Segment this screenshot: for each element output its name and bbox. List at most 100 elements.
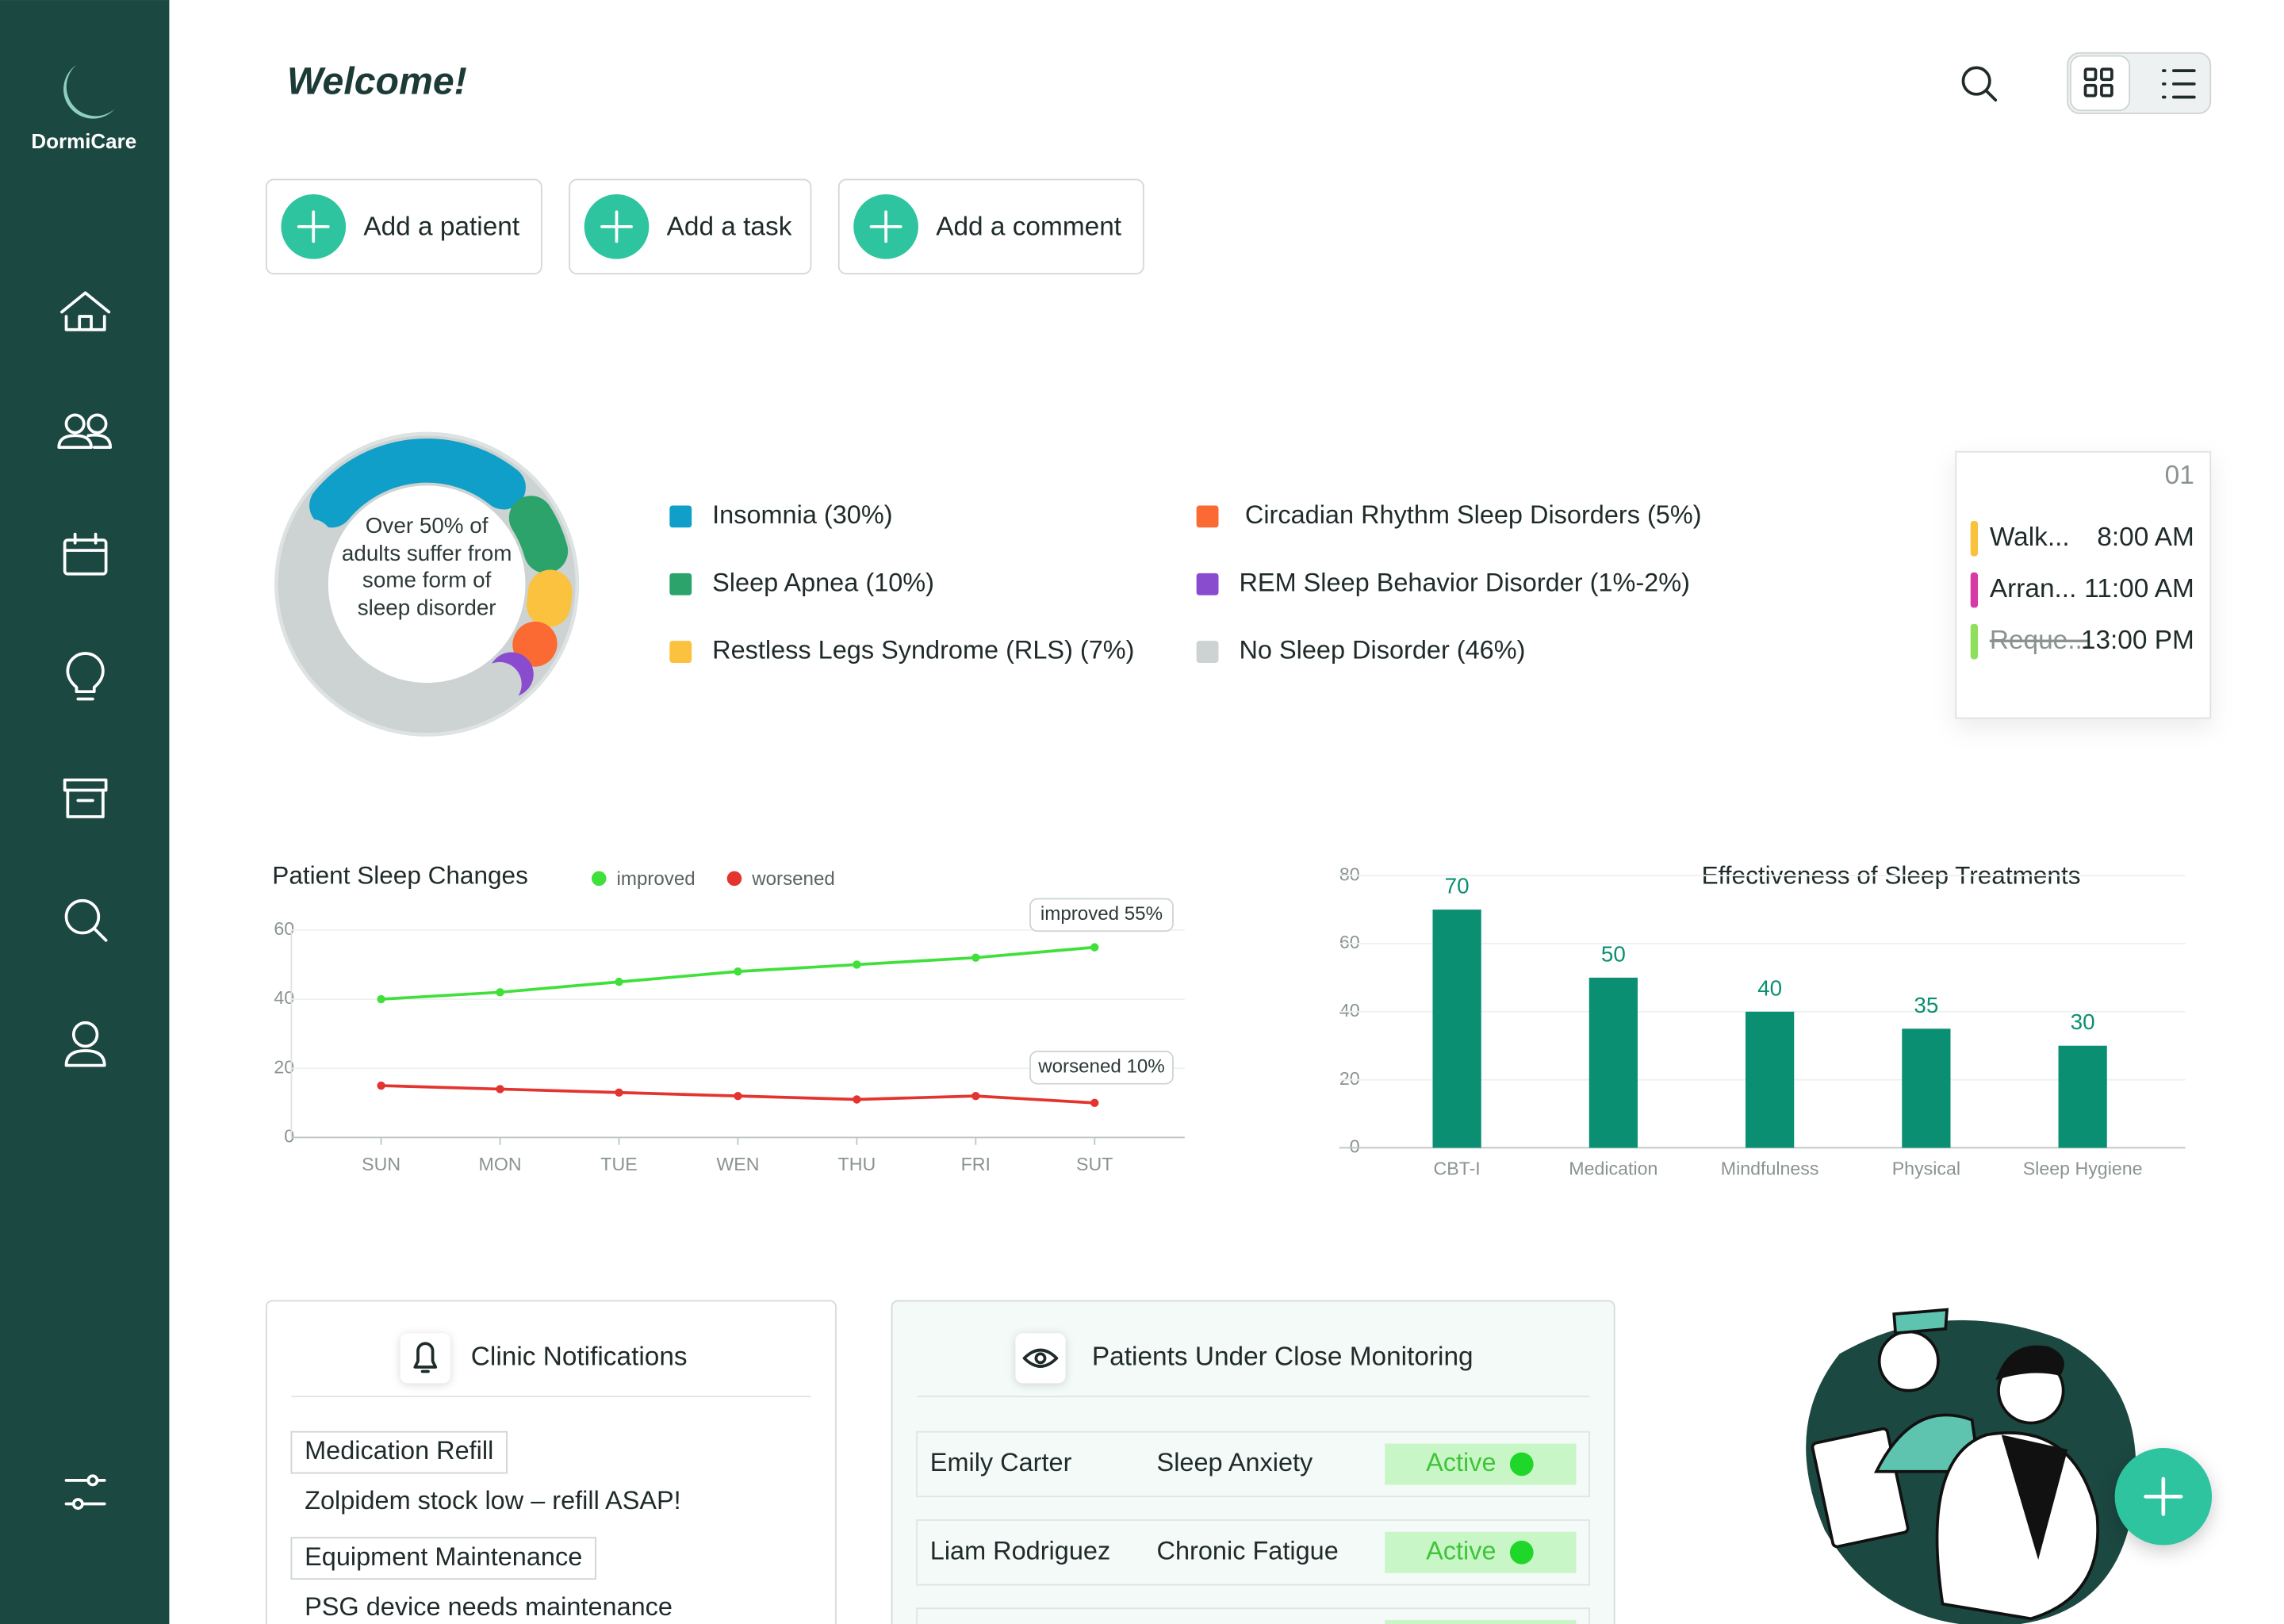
legend-swatch [669,641,692,664]
pie-segment [281,519,522,730]
schedule-color [1970,520,1979,557]
nav-patients[interactable] [57,413,113,450]
x-tick-label: TUE [600,1154,637,1174]
x-tick-label: Mindfulness [1721,1158,1819,1178]
y-tick-label: 80 [1339,864,1360,884]
annotation: improved 55% [1040,903,1163,925]
x-tick-label: FRI [961,1154,991,1174]
y-tick-label: 20 [1339,1068,1360,1089]
sidebar [0,0,170,1624]
button-plus [297,210,330,243]
legend-dot [591,871,607,887]
bell-icon [413,1342,438,1373]
notification-title: Medication Refill [305,1436,493,1465]
y-tick-label: 0 [1350,1136,1360,1157]
patient-row[interactable]: James BennettInsomniaActive [916,1607,1591,1624]
x-tick-label: WEN [716,1154,759,1174]
legend-swatch [1196,573,1219,596]
point [853,1095,861,1104]
notification-tag [290,1537,596,1580]
point [734,1091,742,1101]
x-tick-label: MON [479,1154,522,1174]
nav-profile[interactable] [64,1021,106,1067]
legend-swatch [669,573,692,596]
bar [1432,910,1481,1148]
legend-label: improved [617,868,696,890]
legend-swatch [1196,641,1219,664]
y-tick-label: 60 [1339,932,1360,952]
notification-title: Equipment Maintenance [305,1542,582,1571]
point [853,960,861,969]
action-button[interactable]: Add a task [569,178,812,275]
patient-row[interactable]: Liam Rodriguez Chronic Fatigue Active [916,1519,1591,1586]
point [496,988,504,997]
status-dot [1509,1540,1534,1565]
value-label: 40 [1757,975,1782,1000]
view-toggle[interactable] [2067,52,2212,114]
y-tick-label: 0 [284,1126,294,1147]
notification-tag [290,1431,508,1474]
nav-archive[interactable] [63,778,108,818]
status-label: Active [1426,1536,1496,1565]
legend-label: REM Sleep Behavior Disorder (1%-2%) [1239,568,1689,596]
schedule-time: 8:00 AM [2097,523,2194,552]
schedule-time: 11:00 AM [2084,574,2194,603]
nav-settings[interactable] [64,1474,106,1510]
schedule-card [1955,450,2212,719]
notification-text: Zolpidem stock low – refill ASAP! [305,1486,681,1515]
schedule-color [1970,572,1979,608]
x-tick-label: SUN [362,1154,400,1174]
status-pill [1385,1531,1577,1573]
point [1090,1098,1099,1108]
x-tick-label: Sleep Hygiene [2023,1158,2143,1178]
legend-label: Sleep Apnea (10%) [712,568,934,596]
action-button[interactable]: Add a comment [837,178,1144,275]
legend-label: worsened [751,868,835,890]
logo [63,64,115,119]
point [377,1081,385,1090]
point [971,1091,980,1101]
y-tick-label: 40 [1339,1000,1360,1021]
bar [1746,1011,1795,1148]
pie-segment [508,496,569,573]
point [615,1088,623,1097]
legend-swatch [669,505,692,528]
fab[interactable] [2114,1448,2213,1545]
point [1090,943,1099,952]
eye-badge [1015,1333,1066,1384]
bell-badge [400,1333,450,1384]
nav-search[interactable] [64,898,108,942]
point [377,994,385,1004]
bar [2058,1045,2107,1148]
legend-swatch [1196,505,1219,528]
button-label: Add a task [667,212,792,241]
button-plus [600,210,633,243]
point [734,967,742,976]
nav-ideas[interactable] [66,652,105,701]
x-tick-label: Physical [1892,1158,1960,1178]
point [971,953,980,962]
nav-home[interactable] [60,291,111,331]
value-label: 35 [1914,993,1938,1017]
pie-segment [309,439,526,528]
schedule-color [1970,623,1979,660]
status-pill [1385,1443,1577,1485]
button-plus [869,210,902,243]
schedule-time: 13:00 PM [2081,626,2194,655]
bar [1902,1028,1951,1148]
notification-text: PSG device needs maintenance [305,1592,673,1621]
nav-calendar[interactable] [63,532,108,576]
action-button[interactable]: Add a patient [265,178,542,275]
point [615,978,623,986]
search-button[interactable] [1961,66,1998,102]
legend-label: Restless Legs Syndrome (RLS) (7%) [712,636,1134,665]
patient-condition: Chronic Fatigue [1157,1536,1339,1565]
monitoring-title: Patients Under Close Monitoring [1092,1342,1473,1372]
x-tick-label: CBT-I [1433,1158,1480,1178]
bar [1588,977,1638,1148]
notifications-title: Clinic Notifications [471,1342,688,1372]
schedule-date: 01 [2165,461,2194,490]
patient-row[interactable]: Emily Carter Sleep Anxiety Active [916,1431,1591,1498]
value-label: 70 [1445,874,1470,898]
